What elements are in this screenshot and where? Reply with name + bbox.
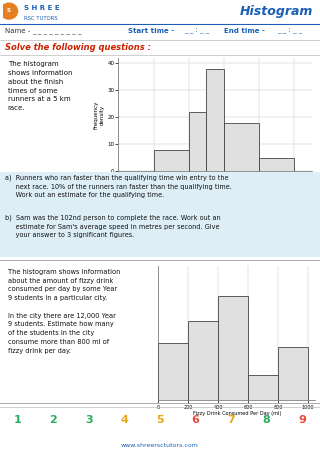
- Bar: [189, 112, 206, 171]
- Text: 9: 9: [298, 415, 306, 425]
- X-axis label: Time (minutes): Time (minutes): [194, 182, 236, 187]
- Text: _ _ : _ _: _ _ : _ _: [277, 28, 302, 34]
- Text: www.shreersctutors.com: www.shreersctutors.com: [121, 443, 199, 448]
- Text: Solve the following questions :: Solve the following questions :: [5, 43, 151, 52]
- Bar: [158, 343, 188, 400]
- Bar: [218, 296, 248, 400]
- Text: 6: 6: [192, 415, 199, 425]
- Bar: [206, 69, 224, 171]
- Bar: [259, 158, 294, 171]
- Bar: [154, 150, 189, 171]
- Text: a)  Runners who ran faster than the qualifying time win entry to the
     next r: a) Runners who ran faster than the quali…: [5, 175, 232, 198]
- Text: The histogram shows information
about the amount of fizzy drink
consumed per day: The histogram shows information about th…: [8, 269, 120, 354]
- Text: 3: 3: [85, 415, 93, 425]
- Text: 4: 4: [121, 415, 128, 425]
- Text: S H R E E: S H R E E: [24, 5, 60, 11]
- Bar: [188, 321, 218, 400]
- Bar: [224, 123, 259, 171]
- Text: 8: 8: [263, 415, 270, 425]
- Text: 1: 1: [14, 415, 22, 425]
- Text: Histogram: Histogram: [240, 5, 314, 18]
- Text: Start time -: Start time -: [128, 28, 174, 34]
- Text: 2: 2: [50, 415, 57, 425]
- Y-axis label: Frequency
density: Frequency density: [94, 100, 104, 129]
- X-axis label: Fizzy Drink Consumed Per Day (ml): Fizzy Drink Consumed Per Day (ml): [193, 411, 281, 416]
- Text: RSC TUTORS: RSC TUTORS: [24, 16, 58, 21]
- Text: _ _ : _ _: _ _ : _ _: [184, 28, 209, 34]
- Text: The histogram
shows information
about the finish
times of some
runners at a 5 km: The histogram shows information about th…: [8, 61, 72, 111]
- Text: Name -: Name -: [5, 28, 30, 34]
- Text: b)  Sam was the 102nd person to complete the race. Work out an
     estimate for: b) Sam was the 102nd person to complete …: [5, 215, 220, 238]
- Text: End time -: End time -: [224, 28, 265, 34]
- Text: S: S: [7, 8, 11, 13]
- Bar: [248, 375, 278, 400]
- Text: _ _ _ _ _ _ _ _ _: _ _ _ _ _ _ _ _ _: [32, 28, 82, 34]
- Text: 7: 7: [227, 415, 235, 425]
- Bar: [278, 347, 308, 400]
- Circle shape: [0, 3, 18, 19]
- Text: 5: 5: [156, 415, 164, 425]
